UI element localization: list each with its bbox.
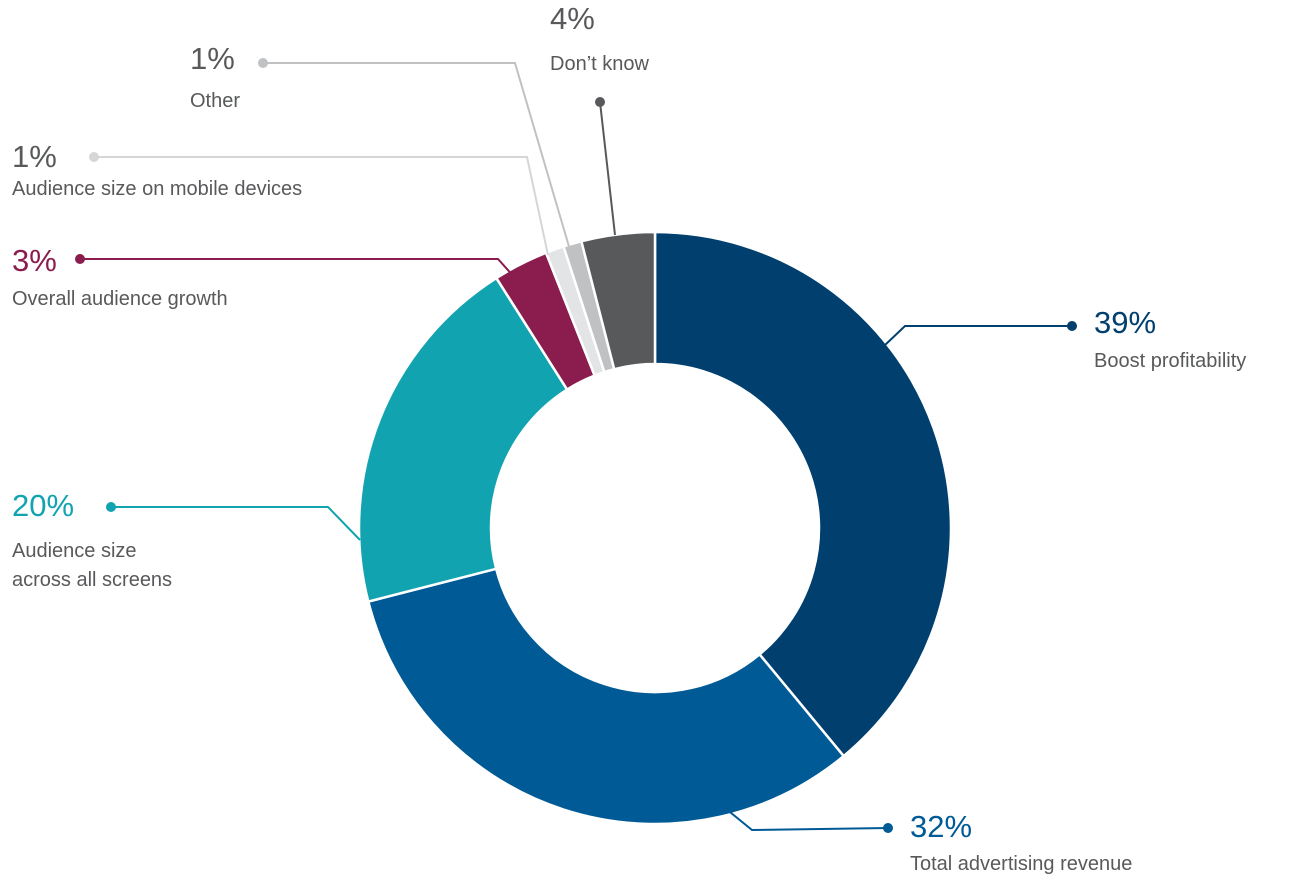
donut-slice: [579, 230, 657, 371]
leader-dot: [89, 152, 99, 162]
leader-dot: [75, 254, 85, 264]
leader-dot: [595, 97, 605, 107]
value-label: 39%: [1094, 305, 1157, 340]
leader-line: [111, 506, 361, 541]
leader-dot: [883, 823, 893, 833]
value-label: 32%: [910, 809, 973, 844]
donut-slice: [653, 230, 953, 758]
value-label: 3%: [12, 243, 57, 278]
leader-line: [94, 156, 549, 256]
leader-line: [599, 101, 616, 236]
category-label: Don’t know: [550, 53, 649, 75]
leader-line: [724, 807, 889, 832]
category-label: Overall audience growth: [12, 288, 228, 310]
leader-dot: [106, 502, 116, 512]
category-label: Boost profitability: [1094, 350, 1247, 372]
category-label: Other: [190, 90, 241, 112]
leader-line: [884, 325, 1072, 346]
donut-slice: [366, 567, 846, 826]
leader-dot: [258, 58, 268, 68]
category-label: Audience size across all screens: [12, 540, 173, 591]
value-label: 20%: [12, 488, 75, 523]
value-label: 1%: [190, 41, 235, 76]
leader-line: [80, 258, 516, 279]
value-label: 1%: [12, 139, 57, 174]
category-label: Audience size on mobile devices: [12, 178, 303, 200]
donut-slice: [357, 276, 569, 604]
leader-line: [263, 62, 571, 251]
value-label: 4%: [550, 1, 595, 36]
category-label: Total advertising revenue: [910, 853, 1133, 875]
leader-dot: [1067, 321, 1077, 331]
